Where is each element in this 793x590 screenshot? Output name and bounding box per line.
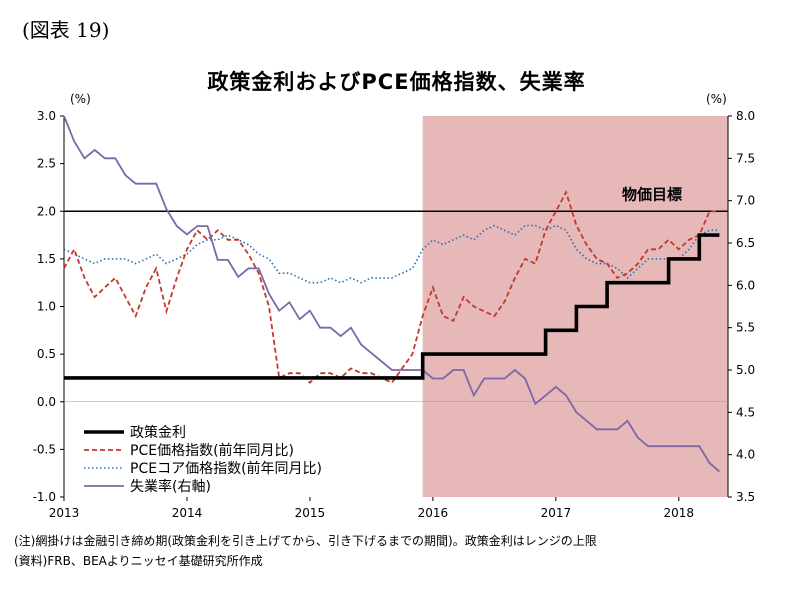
x-tick-label: 2016 (418, 506, 449, 520)
legend-label-pce: PCE価格指数(前年同月比) (130, 442, 294, 459)
series-line-unemp (63, 115, 720, 473)
series-line-policy (64, 233, 720, 380)
footnote-note: (注)網掛けは金融引き締め期(政策金利を引き上げてから、引き下げるまでの期間)。… (14, 534, 597, 548)
x-tick-label: 2013 (49, 506, 80, 520)
left-tick-label: -1.0 (33, 490, 56, 504)
left-tick-label: 0.5 (37, 347, 56, 361)
axes-layer: 3.0 2.5 2.0 1.5 1.0 0.5 0.0 -0.5 -1.0 8.0 7.5 7.0 6.… (33, 109, 756, 520)
target-layer: 物価目標 (64, 185, 728, 213)
series-layer (63, 115, 720, 473)
right-tick-label: 5.5 (736, 321, 755, 335)
footnote-source: (資料)FRB、BEAよりニッセイ基礎研究所作成 (14, 554, 263, 568)
right-tick-label: 3.5 (736, 490, 755, 504)
x-tick-label: 2018 (664, 506, 695, 520)
x-tick-label: 2017 (541, 506, 572, 520)
left-tick-label: 3.0 (37, 109, 56, 123)
legend-label-unemp: 失業率(右軸) (130, 478, 211, 495)
x-tick-label: 2015 (295, 506, 326, 520)
figure-label: (図表 19) (22, 18, 110, 42)
right-tick-label: 7.5 (736, 151, 755, 165)
legend: 政策金利PCE価格指数(前年同月比)PCEコア価格指数(前年同月比)失業率(右軸… (84, 424, 322, 495)
chart-title: 政策金利およびPCE価格指数、失業率 (207, 70, 586, 94)
x-tick-label: 2014 (172, 506, 203, 520)
left-tick-label: 1.5 (37, 252, 56, 266)
right-tick-label: 5.0 (736, 363, 755, 377)
legend-label-core: PCEコア価格指数(前年同月比) (130, 460, 322, 477)
left-tick-label: 2.5 (37, 157, 56, 171)
right-tick-label: 4.5 (736, 405, 755, 419)
right-tick-label: 4.0 (736, 448, 755, 462)
series-line-pce (63, 189, 720, 384)
left-axis-unit: (%) (70, 92, 91, 106)
left-tick-label: 1.0 (37, 300, 56, 314)
right-tick-label: 8.0 (736, 109, 755, 123)
legend-label-policy: 政策金利 (130, 424, 186, 441)
left-tick-label: -0.5 (33, 442, 56, 456)
left-tick-label: 0.0 (37, 395, 56, 409)
right-tick-label: 6.0 (736, 278, 755, 292)
target-label: 物価目標 (622, 185, 682, 203)
right-tick-label: 6.5 (736, 236, 755, 250)
series-line-core (63, 224, 720, 284)
left-tick-label: 2.0 (37, 204, 56, 218)
right-axis-unit: (%) (706, 92, 727, 106)
right-tick-label: 7.0 (736, 194, 755, 208)
